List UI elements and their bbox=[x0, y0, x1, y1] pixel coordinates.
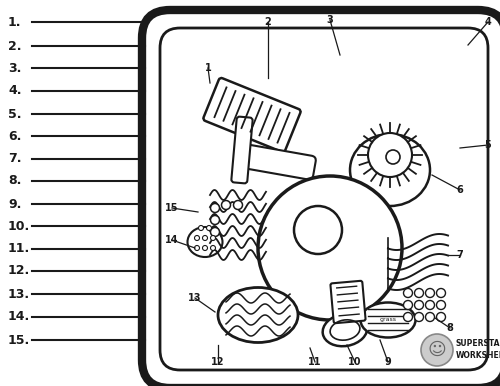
Circle shape bbox=[421, 334, 453, 366]
Text: 15: 15 bbox=[165, 203, 179, 213]
Text: 11.: 11. bbox=[8, 242, 30, 256]
Text: 9: 9 bbox=[384, 357, 392, 367]
Circle shape bbox=[436, 313, 446, 322]
Ellipse shape bbox=[218, 288, 298, 342]
Circle shape bbox=[404, 313, 412, 322]
Text: 10: 10 bbox=[348, 357, 362, 367]
Text: 14.: 14. bbox=[8, 310, 30, 323]
Text: 6: 6 bbox=[456, 185, 464, 195]
FancyBboxPatch shape bbox=[142, 10, 500, 386]
Circle shape bbox=[436, 300, 446, 310]
Circle shape bbox=[258, 176, 402, 320]
Text: 5: 5 bbox=[484, 140, 492, 150]
Circle shape bbox=[426, 313, 434, 322]
Circle shape bbox=[210, 245, 216, 251]
Circle shape bbox=[414, 288, 424, 298]
Text: 7: 7 bbox=[456, 250, 464, 260]
Circle shape bbox=[294, 206, 342, 254]
Text: 7.: 7. bbox=[8, 152, 22, 166]
Text: 10.: 10. bbox=[8, 220, 30, 232]
Text: ☺: ☺ bbox=[428, 341, 446, 359]
Circle shape bbox=[368, 133, 412, 177]
Ellipse shape bbox=[350, 134, 430, 206]
Circle shape bbox=[414, 300, 424, 310]
Text: 9.: 9. bbox=[8, 198, 22, 210]
Text: 13: 13 bbox=[188, 293, 202, 303]
FancyBboxPatch shape bbox=[232, 117, 252, 183]
Circle shape bbox=[202, 235, 207, 240]
Text: 3.: 3. bbox=[8, 61, 22, 74]
Circle shape bbox=[198, 225, 203, 230]
Circle shape bbox=[386, 150, 400, 164]
Text: 6.: 6. bbox=[8, 129, 22, 142]
Circle shape bbox=[426, 288, 434, 298]
Text: 12.: 12. bbox=[8, 264, 30, 278]
Circle shape bbox=[436, 288, 446, 298]
Circle shape bbox=[210, 227, 220, 237]
Text: 4.: 4. bbox=[8, 85, 22, 98]
Ellipse shape bbox=[322, 314, 368, 346]
Text: 14: 14 bbox=[165, 235, 179, 245]
Text: 13.: 13. bbox=[8, 288, 30, 300]
Circle shape bbox=[194, 235, 200, 240]
Text: SUPERSTAR: SUPERSTAR bbox=[456, 340, 500, 349]
Ellipse shape bbox=[188, 227, 222, 257]
Circle shape bbox=[210, 203, 220, 213]
Circle shape bbox=[404, 288, 412, 298]
FancyBboxPatch shape bbox=[330, 281, 366, 323]
Circle shape bbox=[414, 313, 424, 322]
Text: 15.: 15. bbox=[8, 334, 30, 347]
Text: WORKSHEETS: WORKSHEETS bbox=[456, 352, 500, 361]
Text: 4: 4 bbox=[484, 17, 492, 27]
Circle shape bbox=[234, 200, 242, 210]
Circle shape bbox=[222, 200, 230, 210]
Text: grass: grass bbox=[380, 318, 396, 322]
Text: 12: 12 bbox=[211, 357, 225, 367]
Ellipse shape bbox=[360, 303, 416, 337]
FancyBboxPatch shape bbox=[204, 78, 300, 152]
Text: 1: 1 bbox=[204, 63, 212, 73]
Text: 8: 8 bbox=[446, 323, 454, 333]
FancyBboxPatch shape bbox=[240, 144, 316, 179]
Text: 8.: 8. bbox=[8, 174, 22, 188]
Text: 3: 3 bbox=[326, 15, 334, 25]
Text: 5.: 5. bbox=[8, 107, 22, 120]
Text: 2: 2 bbox=[264, 17, 272, 27]
Circle shape bbox=[206, 225, 212, 230]
Circle shape bbox=[426, 300, 434, 310]
Circle shape bbox=[210, 235, 216, 240]
Circle shape bbox=[202, 245, 207, 251]
Text: 1.: 1. bbox=[8, 15, 22, 29]
Text: 11: 11 bbox=[308, 357, 322, 367]
Circle shape bbox=[194, 245, 200, 251]
Circle shape bbox=[404, 300, 412, 310]
Circle shape bbox=[210, 215, 220, 225]
Text: 2.: 2. bbox=[8, 39, 22, 52]
